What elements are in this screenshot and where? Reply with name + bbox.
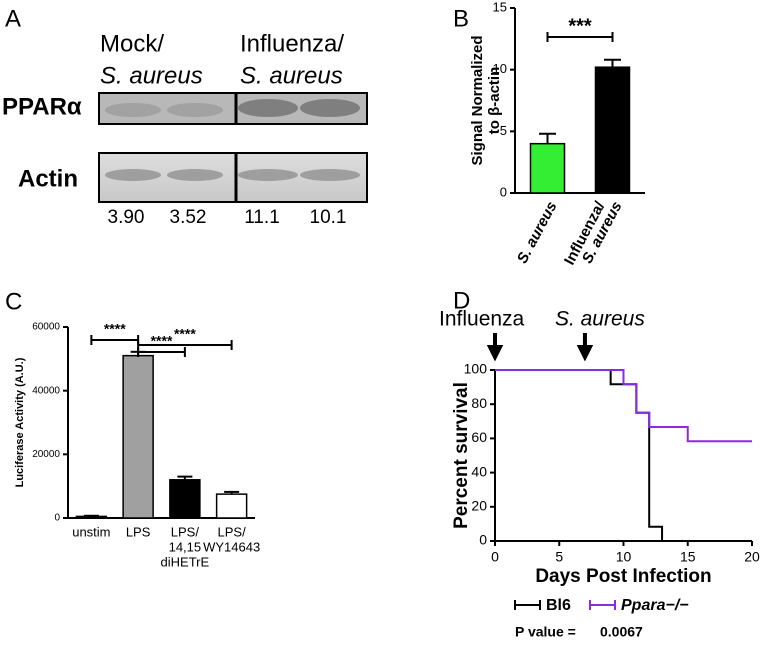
y-tick-label: 40000 (32, 385, 60, 396)
y-tick-label: 40 (471, 463, 487, 479)
x-tick-label: 5 (555, 549, 563, 565)
significance-label: *** (568, 15, 592, 37)
annotation: Influenza (439, 308, 525, 331)
y-tick-label: 0 (479, 532, 487, 548)
y-tick-label: 10 (493, 61, 507, 76)
x-axis-label: Days Post Infection (535, 566, 711, 587)
panel-label: D (453, 287, 470, 314)
x-tick-label: 15 (680, 549, 696, 565)
y-tick-label: 0 (500, 184, 507, 199)
y-axis-label: Percent survival (451, 382, 472, 529)
panel-label: B (453, 5, 469, 32)
ratio: 11.1 (244, 207, 280, 228)
y-tick-label: 20000 (32, 449, 60, 460)
x-tick-label: diHETrE (161, 554, 210, 569)
p-value-label: P value = (515, 624, 576, 640)
group-label: Influenza/ (240, 30, 344, 57)
legend-swatch (514, 600, 541, 610)
y-axis-label: Luciferase Activity (A.U.) (14, 357, 26, 487)
bar (215, 493, 248, 519)
x-tick-label: 20 (744, 549, 760, 565)
y-tick-label: 20 (471, 498, 487, 514)
bar (594, 66, 631, 194)
panel-label: C (5, 288, 22, 315)
x-tick-label: S. aureus (514, 199, 561, 267)
y-axis-label: Signal Normalized (469, 35, 486, 165)
y-tick-label: 5 (500, 123, 507, 138)
y-tick-label: 60 (471, 429, 487, 445)
group-label: S. aureus (240, 62, 343, 89)
y-tick-label: 100 (464, 361, 488, 377)
x-tick-label: 0 (491, 549, 499, 565)
x-tick-label: unstim (72, 524, 110, 539)
x-tick-label: WY14643 (203, 539, 260, 554)
legend-swatch (589, 600, 616, 610)
row-label: Actin (18, 165, 78, 192)
y-axis-label: to β-actin (486, 67, 503, 135)
bar (122, 354, 154, 519)
bar (529, 142, 566, 194)
y-tick-label: 60000 (32, 322, 60, 333)
y-tick-label: 80 (471, 395, 487, 411)
x-tick-label: LPS/ (218, 524, 247, 539)
significance-label: **** (151, 333, 173, 349)
ratio: 10.1 (310, 207, 347, 228)
panel-label: A (5, 5, 21, 32)
arrow (576, 333, 594, 362)
survival-line (495, 369, 752, 443)
annotation: S. aureus (555, 308, 645, 331)
arrow (486, 333, 504, 362)
row-label: PPARα (2, 93, 82, 120)
ratio: 3.90 (108, 207, 145, 228)
group-label: Mock/ (100, 30, 164, 57)
legend-label: Ppara−/− (621, 597, 689, 614)
x-tick-label: 10 (616, 549, 632, 565)
significance-bracket (546, 32, 614, 42)
significance-bracket (137, 340, 233, 350)
significance-label: **** (104, 321, 126, 337)
y-tick-label: 0 (54, 513, 60, 524)
significance-label: **** (174, 326, 196, 342)
bar (169, 479, 201, 519)
legend-label: Bl6 (546, 597, 571, 614)
x-tick-label: LPS/ (171, 524, 200, 539)
group-label: S. aureus (100, 62, 203, 89)
y-tick-label: 15 (493, 0, 507, 14)
x-tick-label: LPS (126, 524, 151, 539)
ratio: 3.52 (170, 207, 207, 228)
blot (98, 92, 368, 203)
p-value: 0.0067 (600, 624, 643, 640)
x-tick-label: 14,15 (169, 539, 202, 554)
